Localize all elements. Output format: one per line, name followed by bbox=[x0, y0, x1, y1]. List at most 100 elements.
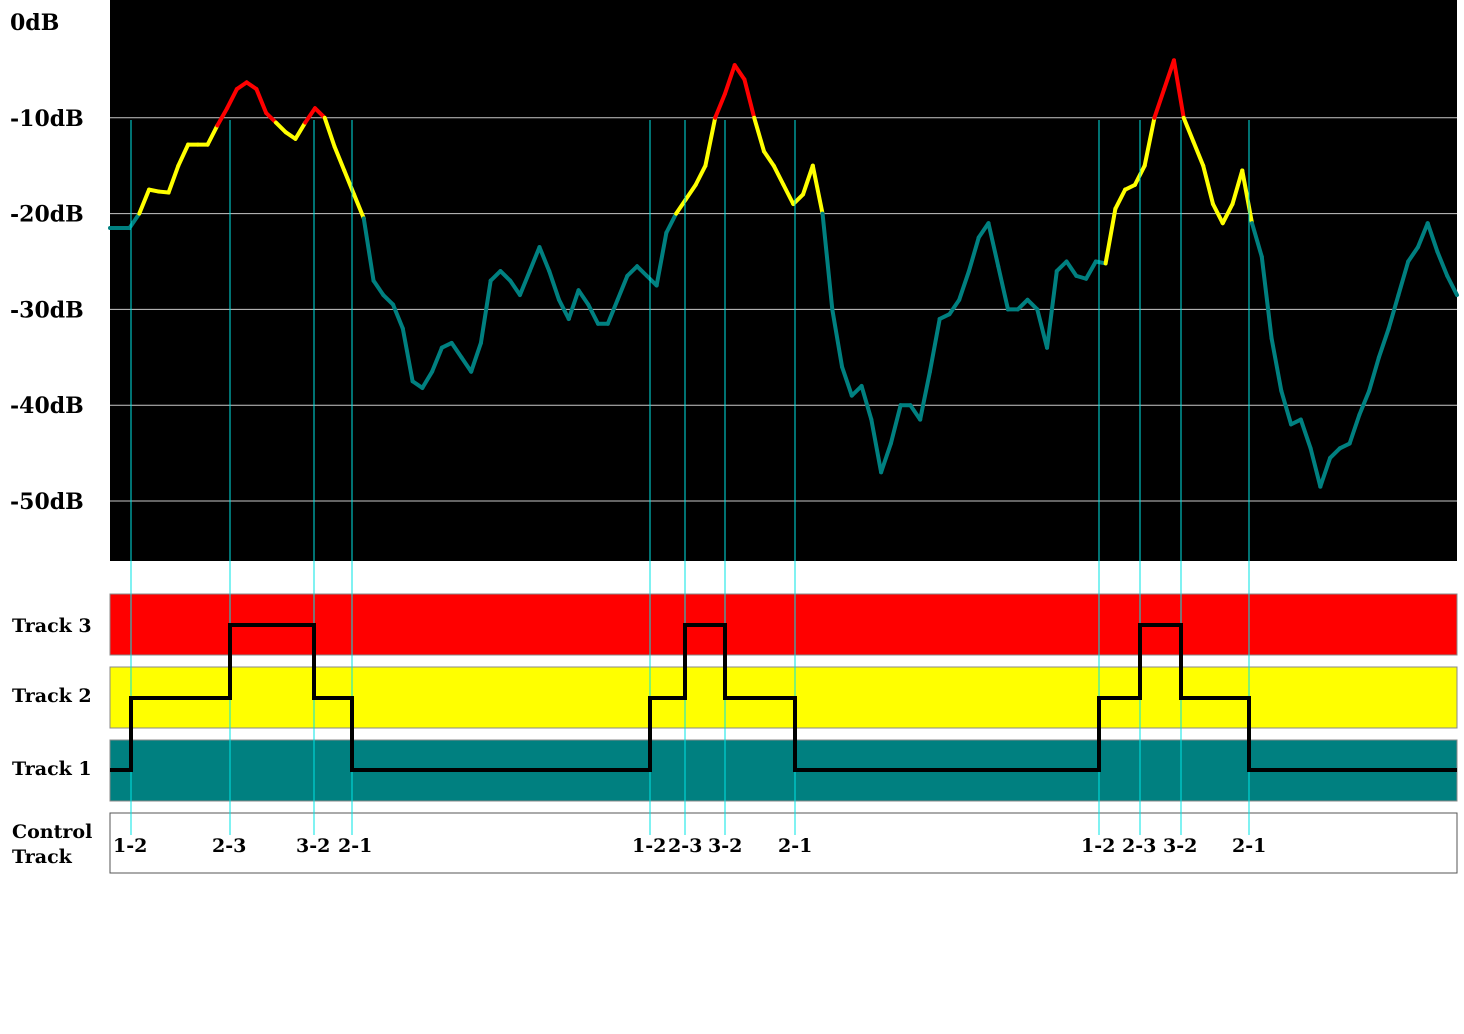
waveform-segment bbox=[1084, 259, 1098, 281]
waveform-segment bbox=[488, 269, 503, 283]
waveform-segment bbox=[820, 211, 835, 312]
waveform-segment bbox=[1435, 249, 1450, 278]
waveform-segment bbox=[273, 120, 288, 135]
waveform-segment bbox=[1162, 58, 1176, 92]
waveform-segment bbox=[830, 307, 845, 369]
waveform-segment bbox=[888, 403, 903, 446]
track-2-label: Track 2 bbox=[12, 685, 92, 707]
waveform-segment bbox=[1181, 115, 1196, 144]
control-event-label: 3-2 bbox=[1163, 835, 1197, 857]
control-track-band bbox=[109, 812, 1458, 874]
waveform-segment bbox=[1250, 221, 1264, 259]
waveform-segment bbox=[576, 288, 591, 307]
waveform-segment bbox=[1171, 58, 1186, 120]
waveform-segment bbox=[254, 87, 269, 116]
waveform-segment bbox=[469, 340, 483, 374]
control-track-label-line2: Track bbox=[12, 846, 73, 868]
waveform-segment bbox=[1259, 254, 1274, 341]
waveform-segment bbox=[605, 297, 620, 326]
db-tick-label: -50dB bbox=[10, 489, 84, 515]
waveform-segment bbox=[879, 441, 893, 475]
waveform-segment bbox=[1210, 202, 1225, 226]
waveform-segment bbox=[420, 369, 435, 390]
waveform-segment bbox=[1015, 297, 1030, 312]
waveform-segment bbox=[693, 163, 708, 187]
control-event-label: 1-2 bbox=[1081, 835, 1115, 857]
waveform-segment bbox=[976, 221, 991, 240]
db-tick-label: 0dB bbox=[10, 10, 59, 36]
waveform-segment bbox=[1376, 326, 1391, 360]
waveform-segment bbox=[918, 369, 932, 422]
waveform-segment bbox=[547, 269, 561, 302]
waveform-segment bbox=[869, 417, 884, 475]
control-event-label: 1-2 bbox=[632, 835, 666, 857]
waveform-segment bbox=[986, 221, 1001, 269]
waveform-segment bbox=[176, 142, 191, 168]
db-tick-label: -10dB bbox=[10, 106, 84, 132]
waveform-segment bbox=[664, 211, 679, 235]
waveform-segment bbox=[1425, 221, 1440, 254]
waveform-segment bbox=[859, 384, 874, 422]
db-tick-label: -30dB bbox=[10, 297, 84, 323]
waveform-segment bbox=[1406, 245, 1420, 264]
waveform-segment bbox=[557, 297, 571, 321]
waveform-segment bbox=[215, 106, 230, 128]
waveform-segment bbox=[508, 278, 522, 298]
waveform-segment bbox=[722, 63, 737, 96]
control-event-label: 2-1 bbox=[778, 835, 812, 857]
waveform-segment bbox=[732, 63, 747, 82]
waveform-segment bbox=[1386, 293, 1401, 331]
waveform-segment bbox=[478, 278, 493, 345]
waveform-segment bbox=[1445, 273, 1459, 298]
waveform-segment bbox=[1367, 355, 1381, 393]
waveform-segment bbox=[371, 278, 386, 298]
waveform-segment bbox=[703, 115, 718, 168]
control-track-event-labels: 1-2 2-3 3-2 2-1 1-2 2-3 3-2 2-1 1-2 2-3 3-2 2-1 bbox=[113, 835, 1266, 857]
db-tick-label: -40dB bbox=[10, 393, 84, 419]
waveform-segment bbox=[840, 364, 854, 398]
waveform-segment bbox=[781, 182, 796, 207]
waveform-segment bbox=[1347, 412, 1362, 446]
waveform-segment bbox=[771, 163, 786, 187]
waveform-segment bbox=[635, 264, 649, 278]
waveform-segment bbox=[615, 273, 630, 302]
waveform-segment bbox=[303, 106, 317, 125]
waveform-segment bbox=[908, 403, 923, 422]
waveform-segment bbox=[761, 149, 776, 168]
waveform-segment bbox=[947, 297, 962, 317]
waveform-segment bbox=[1201, 163, 1215, 207]
waveform-segment bbox=[801, 163, 815, 197]
track-3-label: Track 3 bbox=[12, 615, 92, 637]
waveform-segment bbox=[205, 123, 220, 147]
waveform-segment bbox=[683, 182, 698, 202]
waveform-segment bbox=[430, 345, 444, 374]
waveform-segment bbox=[1318, 455, 1333, 489]
level-plot-background bbox=[110, 0, 1457, 561]
db-gridlines bbox=[110, 117, 1457, 502]
waveform-segment bbox=[625, 264, 640, 278]
waveform-segment bbox=[566, 288, 581, 321]
waveform-segment bbox=[1220, 202, 1235, 226]
track-3-band bbox=[109, 593, 1458, 656]
control-event-label: 2-3 bbox=[668, 835, 702, 857]
track-1-label: Track 1 bbox=[12, 758, 92, 780]
waveform-segment bbox=[332, 144, 347, 173]
waveform-segment bbox=[654, 230, 669, 288]
control-event-label: 2-1 bbox=[338, 835, 372, 857]
db-tick-label: -20dB bbox=[10, 202, 84, 228]
waveform-segment bbox=[1064, 259, 1079, 278]
waveform-segment bbox=[1054, 259, 1069, 274]
control-event-label: 2-3 bbox=[1122, 835, 1156, 857]
waveform-segment bbox=[1191, 139, 1206, 168]
waveform-segment bbox=[293, 120, 308, 141]
waveform-segment bbox=[1298, 417, 1313, 451]
waveform-segment bbox=[400, 326, 415, 384]
waveform-segment bbox=[498, 269, 513, 283]
active-track-step-line bbox=[110, 623, 1457, 772]
waveform-segment bbox=[391, 302, 405, 331]
waveform-segment bbox=[1308, 446, 1323, 489]
waveform-segment bbox=[1142, 115, 1157, 168]
waveform-segment bbox=[586, 302, 601, 326]
waveform-segment bbox=[742, 77, 757, 120]
